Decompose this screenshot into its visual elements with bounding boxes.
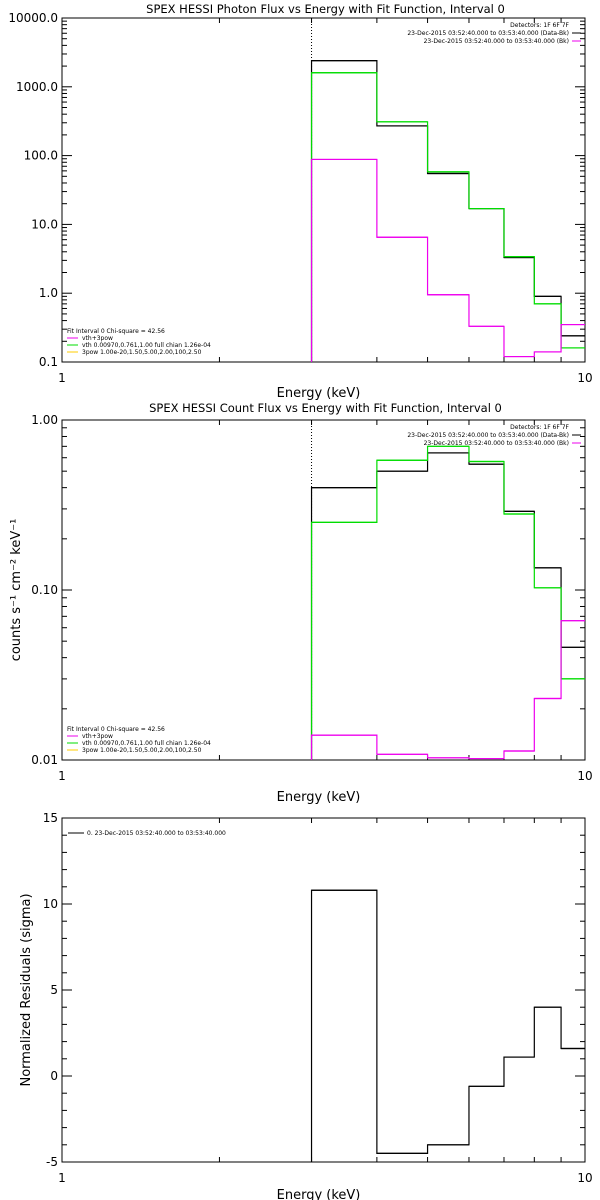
y-tick-label: 100.0 — [24, 149, 58, 163]
chart-panel-2: 1 10 0.01 0.10 1.00 SPEX HESSI Count Flux vs … — [9, 401, 593, 805]
y-tick-label: 0 — [50, 1069, 58, 1083]
plot-area — [310, 60, 585, 362]
y-tick-label: 1.00 — [31, 413, 58, 427]
series-3 — [310, 620, 585, 760]
y-tick-label: 0.01 — [31, 753, 58, 767]
y-axis-label: counts s⁻¹ cm⁻² keV⁻¹ — [9, 519, 24, 662]
legend-top-left-entry: 0. 23-Dec-2015 03:52:40.000 to 03:53:40.… — [87, 830, 226, 837]
legend-top-entry: Detectors: 1F 6F 7F — [510, 22, 569, 29]
plot-frame — [61, 419, 586, 761]
series-step-outline — [310, 620, 585, 760]
x-axis-label: Energy (keV) — [277, 790, 361, 805]
plot-frame — [61, 17, 586, 363]
y-tick-label: 15 — [43, 811, 58, 825]
series-step-outline — [310, 158, 585, 362]
chart-title: SPEX HESSI Count Flux vs Energy with Fit… — [149, 401, 502, 415]
legend-top-entry: 23-Dec-2015 03:52:40.000 to 03:53:40.000… — [407, 432, 569, 439]
x-tick-label: 10 — [577, 371, 592, 385]
x-tick-label: 1 — [58, 1171, 66, 1185]
legend-bottom-entry: 3pow 1.00e-20,1.50,5.00,2.00,100,2.50 — [82, 349, 202, 356]
x-tick-label: 10 — [577, 1171, 592, 1185]
y-tick-label: 10000.0 — [8, 11, 58, 25]
legend-bottom-entry: Fit Interval 0 Chi-square = 42.56 — [67, 328, 165, 335]
plot-frame — [61, 817, 586, 1163]
legend-top-entry: 23-Dec-2015 03:52:40.000 to 03:53:40.000… — [407, 30, 569, 37]
legend-bottom-entry: vth+3pow — [82, 335, 113, 342]
legend-bottom-entry: Fit Interval 0 Chi-square = 42.56 — [67, 726, 165, 733]
chart-title: SPEX HESSI Photon Flux vs Energy with Fi… — [146, 2, 505, 16]
series-2 — [310, 445, 585, 760]
y-tick-label: -5 — [46, 1155, 58, 1169]
chart-panel-1: 1 10 0.1 1.0 10.0 100.0 1000.0 10000.0 SPEX HESS… — [8, 2, 592, 401]
y-tick-label: 1.0 — [39, 286, 58, 300]
series-step-outline — [310, 889, 585, 1162]
series-step-outline — [310, 445, 585, 760]
series-3 — [310, 158, 585, 362]
series-1 — [310, 889, 585, 1162]
x-tick-label: 10 — [577, 769, 592, 783]
series-1 — [310, 452, 585, 760]
plot-area — [310, 889, 585, 1162]
y-tick-label: 0.1 — [39, 355, 58, 369]
x-axis-label: Energy (keV) — [277, 386, 361, 401]
y-tick-label: 10 — [43, 897, 58, 911]
series-step-outline — [310, 452, 585, 760]
legend-bottom-entry: vth+3pow — [82, 733, 113, 740]
y-tick-label: 0.10 — [31, 583, 58, 597]
x-tick-label: 1 — [58, 769, 66, 783]
x-axis-label: Energy (keV) — [277, 1188, 361, 1200]
series-2 — [310, 72, 585, 362]
series-step-outline — [310, 72, 585, 362]
y-tick-label: 10.0 — [31, 217, 58, 231]
x-tick-label: 1 — [58, 371, 66, 385]
legend-bottom-entry: vth 0.00970,0.761,1.00 full chian 1.26e-… — [82, 740, 211, 747]
series-step-outline — [310, 60, 585, 362]
legend-bottom-entry: vth 0.00970,0.761,1.00 full chian 1.26e-… — [82, 342, 211, 349]
legend-top-entry: 23-Dec-2015 03:52:40.000 to 03:53:40.000… — [424, 38, 569, 45]
legend-bottom-entry: 3pow 1.00e-20,1.50,5.00,2.00,100,2.50 — [82, 747, 202, 754]
legend-top-entry: Detectors: 1F 6F 7F — [510, 424, 569, 431]
y-tick-label: 5 — [50, 983, 58, 997]
y-axis-label: Normalized Residuals (sigma) — [19, 893, 34, 1086]
legend-top-entry: 23-Dec-2015 03:52:40.000 to 03:53:40.000… — [424, 440, 569, 447]
chart-panel-3: 1 10 -5 0 5 10 15 Energy (keV) Normalized Residu… — [19, 811, 593, 1200]
plot-area — [310, 445, 585, 760]
y-tick-label: 1000.0 — [16, 80, 58, 94]
series-1 — [310, 60, 585, 362]
